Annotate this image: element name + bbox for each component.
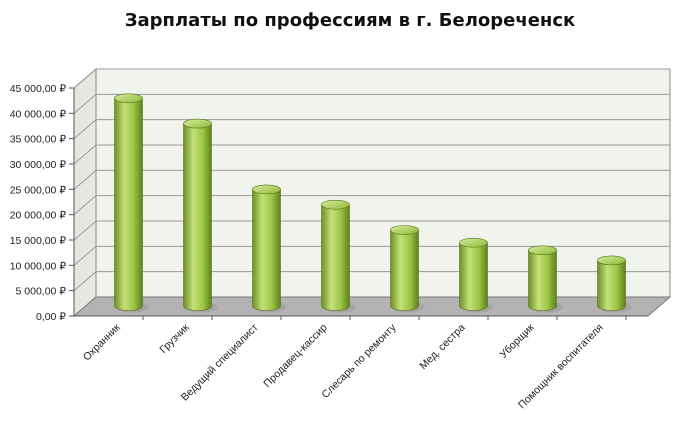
bar — [252, 189, 281, 311]
y-tick-label: 20 000,00 ₽ — [10, 210, 67, 222]
bar-top — [597, 255, 626, 266]
y-tick-label: 10 000,00 ₽ — [10, 260, 67, 272]
chart-floor — [72, 296, 672, 317]
back-wall — [95, 68, 671, 298]
bar — [183, 123, 212, 311]
bar — [390, 229, 419, 311]
bar — [528, 249, 557, 311]
x-tick-label: Охранник — [81, 321, 123, 363]
y-tick-label: 35 000,00 ₽ — [10, 134, 67, 146]
bar-top — [528, 245, 557, 256]
gridline-side — [73, 195, 97, 216]
bar-top — [321, 199, 350, 210]
gridline-side — [73, 271, 97, 292]
x-tick-label: Мед. сестра — [417, 322, 468, 373]
x-tick-label: Ведущий специалист — [179, 322, 261, 404]
x-tick-label: Продавец-кассир — [261, 322, 329, 390]
gridline-side — [73, 169, 97, 190]
gridline-side — [73, 93, 97, 114]
bar-top — [390, 225, 419, 235]
y-tick-label: 0,00 ₽ — [36, 311, 66, 323]
bar — [114, 97, 143, 311]
bar — [597, 260, 626, 311]
gridline-side — [73, 220, 97, 241]
x-tick-label: Уборщик — [498, 321, 537, 360]
bar — [321, 204, 350, 311]
y-tick-label: 15 000,00 ₽ — [10, 235, 67, 247]
bar-top — [459, 237, 488, 248]
chart-title: Зарплаты по профессиям в г. Белореченск — [124, 10, 576, 31]
gridline-side — [73, 245, 97, 266]
y-tick-label: 30 000,00 ₽ — [10, 159, 67, 171]
gridline-side — [73, 68, 97, 89]
gridline-side — [73, 144, 97, 165]
bar-top — [114, 93, 143, 104]
x-tick-label: Грузчик — [157, 321, 192, 356]
side-wall — [73, 67, 97, 318]
y-tick-label: 40 000,00 ₽ — [10, 108, 67, 120]
bar — [459, 242, 488, 311]
bar-top — [252, 184, 281, 195]
x-tick-label: Слесарь по ремонту — [319, 321, 399, 401]
y-tick-label: 25 000,00 ₽ — [10, 184, 67, 196]
bar-top — [183, 118, 212, 129]
y-tick-label: 5 000,00 ₽ — [16, 286, 67, 298]
y-tick-label: 45 000,00 ₽ — [10, 83, 67, 95]
gridline-side — [73, 119, 97, 140]
